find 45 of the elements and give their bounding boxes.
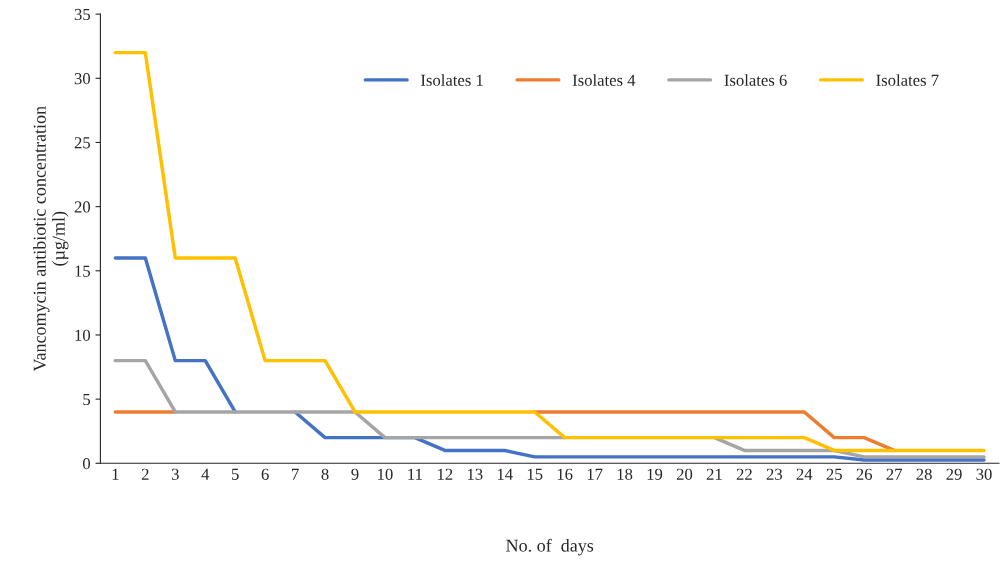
x-tick-label: 1 — [112, 468, 119, 480]
x-tick-label: 16 — [557, 468, 573, 480]
x-tick-label: 22 — [736, 468, 752, 480]
y-tick-label: 0 — [82, 458, 91, 470]
x-tick-label: 19 — [647, 468, 663, 480]
y-tick-label: 5 — [83, 394, 91, 406]
x-tick-label: 4 — [201, 468, 210, 480]
x-tick-label: 17 — [587, 468, 603, 480]
y-axis-title: Vancomycin antibiotic concentration (µg/ml) — [33, 106, 69, 372]
x-tick-label: 25 — [826, 468, 842, 480]
x-tick-label: 28 — [916, 468, 932, 480]
x-axis-title: No. of days — [506, 538, 594, 556]
x-tick-label: 14 — [497, 468, 513, 480]
line-series — [113, 50, 986, 453]
x-tick-label: 8 — [321, 468, 329, 480]
x-tick-label: 30 — [976, 468, 992, 480]
x-tick-label: 12 — [437, 468, 453, 480]
y-tick-label: 15 — [75, 265, 91, 277]
legend-label: Isolates 7 — [876, 74, 939, 86]
x-tick-label: 23 — [766, 468, 783, 480]
x-tick-label: 5 — [231, 468, 239, 480]
y-tick-label: 25 — [74, 137, 91, 149]
x-tick-label: 7 — [292, 468, 299, 480]
x-tick-label: 3 — [171, 468, 179, 480]
legend-label: Isolates 1 — [421, 74, 483, 86]
y-tick-label: 35 — [74, 8, 91, 21]
x-tick-label: 10 — [378, 468, 393, 480]
x-tick-label: 26 — [856, 468, 873, 480]
x-tick-label: 29 — [946, 468, 962, 480]
x-tick-label: 27 — [886, 468, 902, 480]
legend-label: Isolates 4 — [572, 74, 636, 86]
x-tick-label: 21 — [706, 468, 722, 480]
x-tick-label: 11 — [408, 468, 422, 480]
x-tick-label: 18 — [617, 468, 633, 480]
x-tick-label: 6 — [261, 468, 269, 480]
y-tick-label: 30 — [74, 72, 91, 85]
x-tick-label: 24 — [796, 468, 813, 480]
legend-label: Isolates 6 — [724, 74, 787, 86]
y-tick-label: 10 — [75, 329, 91, 341]
x-tick-label: 13 — [467, 468, 483, 480]
x-tick-label: 20 — [676, 468, 693, 480]
x-tick-label: 9 — [351, 468, 359, 480]
x-tick-label: 15 — [527, 468, 543, 480]
x-tick-label: 2 — [141, 468, 149, 480]
y-tick-label: 20 — [74, 201, 91, 213]
